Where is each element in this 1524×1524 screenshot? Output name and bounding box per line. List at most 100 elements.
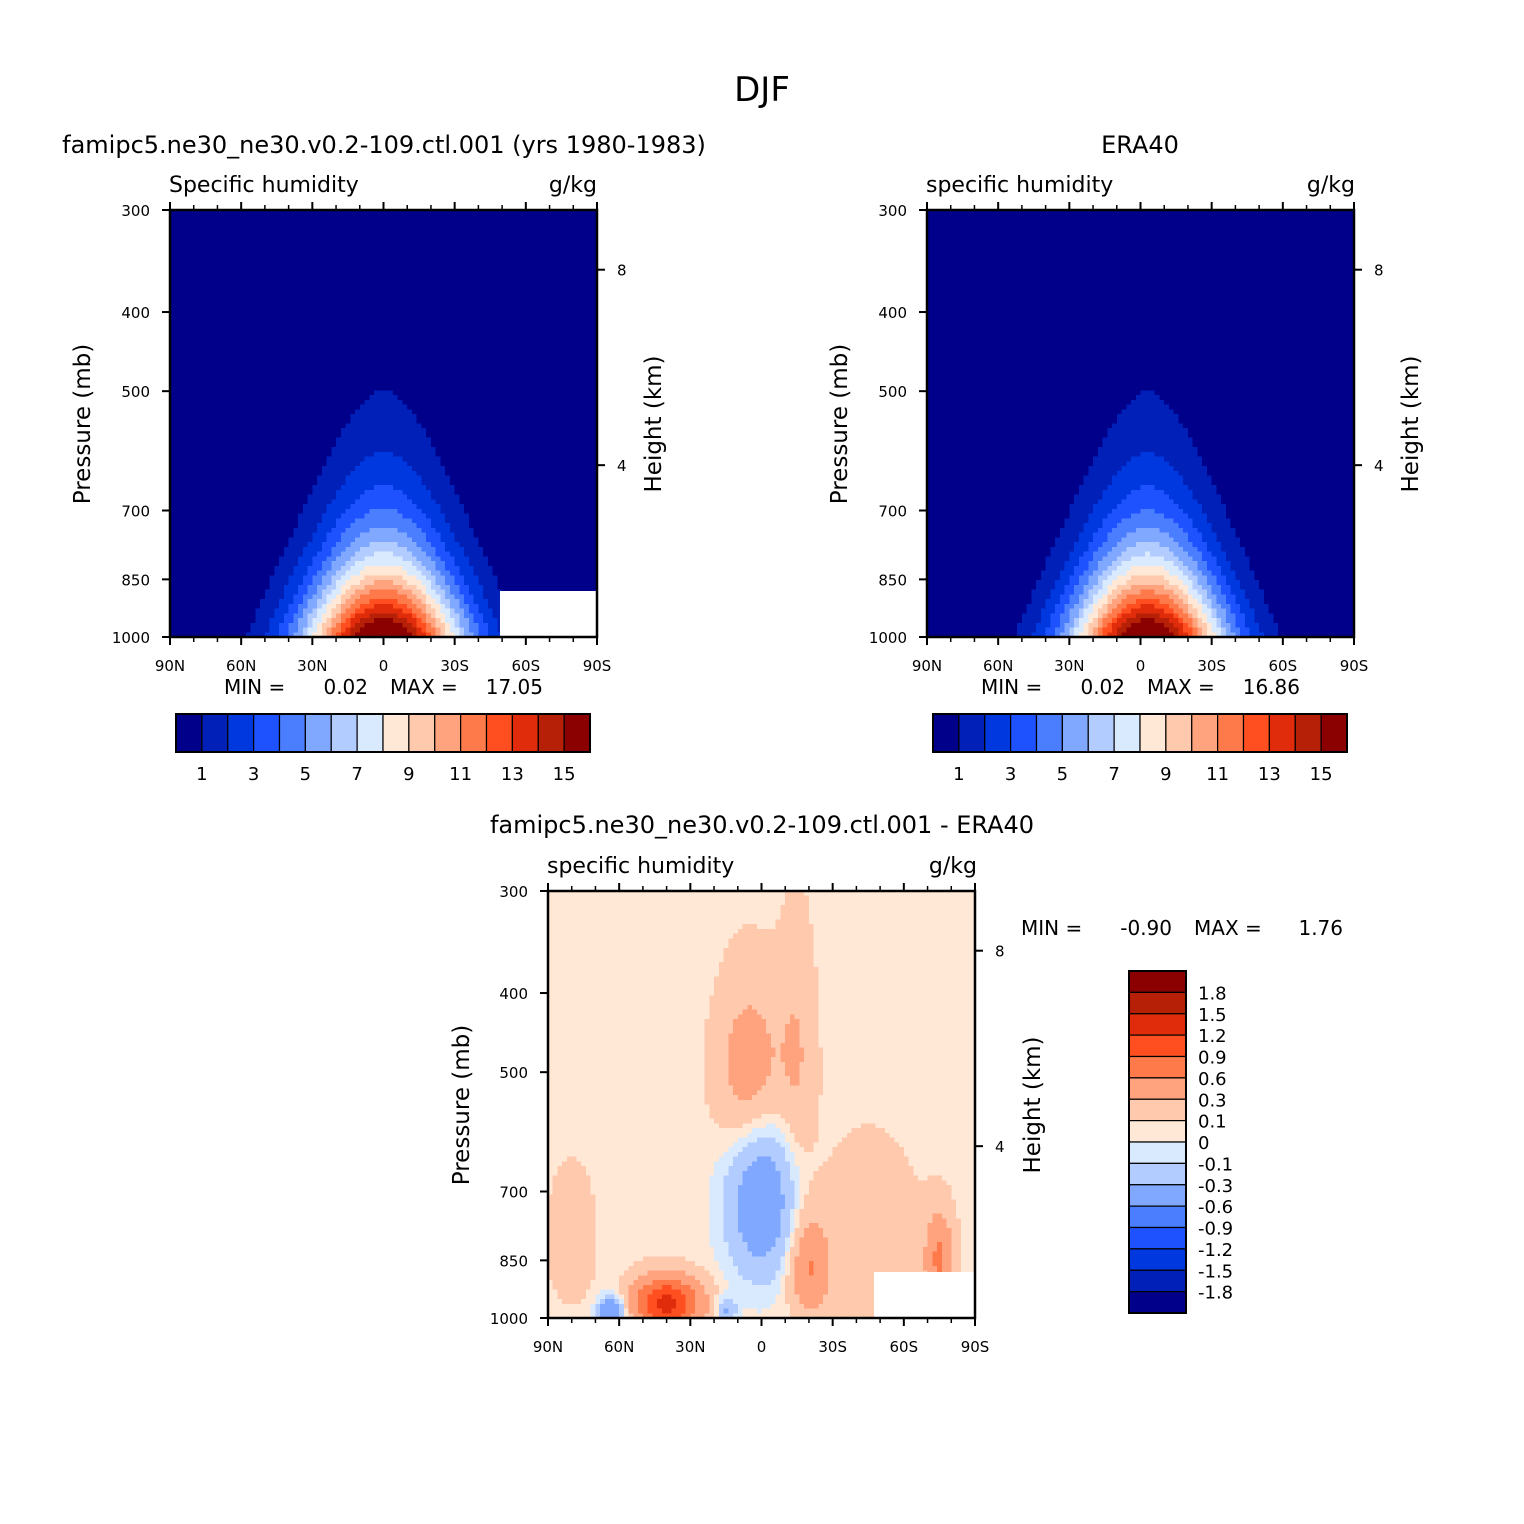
field-cell — [497, 219, 503, 225]
field-cell — [222, 300, 228, 306]
field-cell — [260, 266, 266, 273]
field-cell — [321, 466, 328, 472]
field-cell — [288, 328, 294, 334]
field-cell — [217, 266, 223, 273]
field-cell — [364, 437, 370, 444]
field-cell — [321, 361, 328, 368]
field-cell — [525, 323, 532, 330]
field-cell — [364, 399, 370, 406]
field-cell — [573, 347, 579, 353]
field-cell — [559, 357, 565, 363]
field-cell — [497, 233, 503, 240]
field-cell — [468, 432, 475, 439]
field-cell — [464, 376, 470, 382]
field-cell — [478, 285, 484, 292]
field-cell — [487, 304, 494, 311]
field-cell — [573, 300, 579, 306]
field-cell — [184, 257, 190, 263]
field-cell — [241, 271, 247, 278]
field-cell — [203, 376, 209, 382]
field-cell — [445, 414, 451, 420]
field-cell — [359, 451, 366, 458]
field-cell — [449, 252, 456, 259]
field-cell — [241, 366, 247, 372]
field-cell — [402, 456, 408, 463]
field-cell — [592, 238, 598, 244]
field-cell — [203, 328, 209, 334]
field-cell — [302, 323, 309, 330]
field-cell — [345, 451, 351, 458]
field-cell — [298, 470, 304, 477]
field-cell — [331, 380, 337, 387]
field-cell — [554, 295, 560, 301]
field-cell — [255, 285, 261, 292]
field-cell — [321, 285, 328, 292]
field-cell — [521, 390, 527, 396]
field-cell — [241, 442, 247, 448]
field-cell — [302, 390, 309, 396]
field-cell — [430, 285, 437, 292]
field-cell — [521, 271, 527, 278]
field-cell — [397, 319, 404, 325]
field-cell — [568, 432, 574, 439]
field-cell — [345, 437, 351, 444]
field-cell — [260, 409, 266, 415]
field-cell — [506, 357, 513, 363]
field-cell — [397, 399, 404, 406]
field-cell — [525, 233, 532, 240]
field-cell — [502, 456, 508, 463]
field-cell — [312, 243, 318, 249]
field-cell — [402, 338, 408, 344]
field-cell — [274, 276, 280, 282]
field-cell — [445, 399, 451, 406]
field-cell — [587, 442, 593, 448]
field-cell — [198, 276, 204, 282]
field-cell — [411, 238, 418, 244]
field-cell — [198, 342, 204, 349]
field-cell — [359, 338, 366, 344]
field-cell — [416, 266, 423, 273]
field-cell — [483, 271, 489, 278]
field-cell — [392, 238, 399, 244]
field-cell — [264, 456, 271, 463]
field-cell — [497, 385, 503, 391]
field-cell — [174, 333, 181, 339]
field-cell — [506, 210, 513, 216]
field-cell — [478, 461, 484, 467]
field-cell — [549, 357, 555, 363]
field-cell — [212, 409, 219, 415]
field-cell — [459, 276, 465, 282]
field-cell — [222, 233, 228, 240]
field-cell — [416, 385, 423, 391]
field-cell — [350, 395, 356, 401]
field-cell — [345, 432, 351, 439]
field-cell — [426, 247, 432, 254]
field-cell — [530, 442, 536, 448]
field-cell — [374, 366, 380, 372]
field-cell — [231, 285, 238, 292]
field-cell — [345, 466, 351, 472]
field-cell — [483, 285, 489, 292]
field-cell — [217, 304, 223, 311]
field-cell — [445, 371, 451, 377]
field-cell — [568, 290, 574, 296]
field-cell — [279, 361, 285, 368]
field-cell — [207, 314, 214, 320]
field-cell — [554, 323, 560, 330]
field-cell — [207, 418, 214, 425]
field-cell — [298, 300, 304, 306]
field-cell — [184, 361, 190, 368]
field-cell — [184, 456, 190, 463]
field-cell — [359, 323, 366, 330]
field-cell — [184, 357, 190, 363]
field-cell — [207, 456, 214, 463]
field-cell — [578, 328, 584, 334]
field-cell — [397, 352, 404, 358]
field-cell — [226, 290, 233, 296]
field-cell — [459, 371, 465, 377]
field-cell — [440, 276, 446, 282]
field-cell — [383, 385, 389, 391]
field-cell — [516, 432, 522, 439]
field-cell — [212, 224, 219, 230]
field-cell — [459, 281, 465, 287]
